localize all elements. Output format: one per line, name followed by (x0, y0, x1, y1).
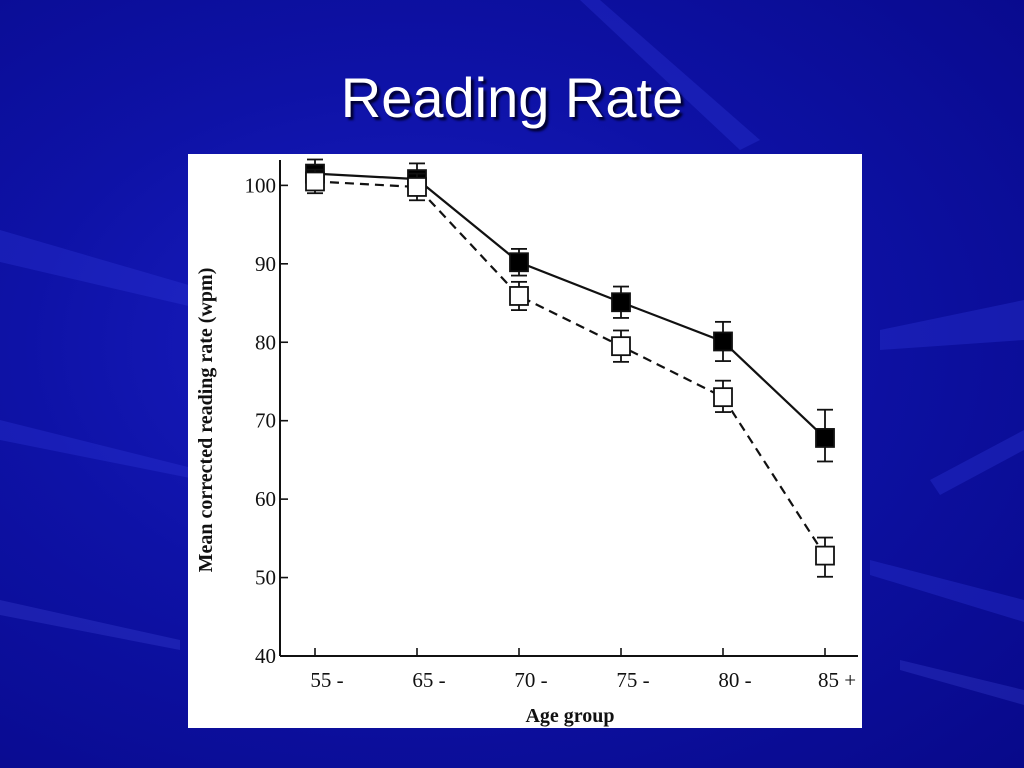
y-tick-label: 50 (255, 566, 276, 590)
data-point (611, 336, 631, 357)
series-line (314, 180, 826, 557)
data-point (305, 171, 325, 192)
data-point (407, 177, 427, 197)
x-axis-label: Age group (525, 705, 614, 727)
y-tick-label: 40 (255, 644, 276, 668)
chart-series (305, 158, 835, 578)
data-point (815, 428, 835, 448)
y-axis-label: Mean corrected reading rate (wpm) (195, 268, 217, 573)
x-tick-label: 75 - (616, 668, 649, 692)
y-tick-label: 100 (245, 173, 277, 197)
data-point (611, 292, 631, 313)
x-tick-label: 70 - (514, 668, 547, 692)
data-point (815, 545, 835, 566)
data-point (713, 331, 733, 352)
y-tick-label: 80 (255, 330, 276, 354)
data-point (509, 286, 529, 306)
x-tick-label: 80 - (718, 668, 751, 692)
data-point (509, 252, 529, 273)
series-line (314, 172, 826, 439)
series-1 (305, 158, 835, 463)
chart-panel: 40 50 60 70 80 90 100 55 - 65 - 70 - 75 - 80 - 85 +… (188, 154, 862, 728)
y-axis-ticks: 40 50 60 70 80 90 100 (245, 173, 288, 668)
slide-title: Reading Rate (340, 66, 684, 129)
y-tick-label: 70 (255, 409, 276, 433)
series-2 (305, 168, 835, 578)
x-axis-ticks: 55 - 65 - 70 - 75 - 80 - 85 + (310, 648, 856, 692)
x-tick-label: 85 + (818, 668, 856, 692)
x-tick-label: 65 - (412, 668, 445, 692)
x-tick-label: 55 - (310, 668, 343, 692)
y-tick-label: 60 (255, 487, 276, 511)
chart-axes (279, 160, 858, 657)
y-tick-label: 90 (255, 252, 276, 276)
line-chart: 40 50 60 70 80 90 100 55 - 65 - 70 - 75 - 80 - 85 +… (195, 158, 858, 727)
data-point (713, 387, 733, 408)
